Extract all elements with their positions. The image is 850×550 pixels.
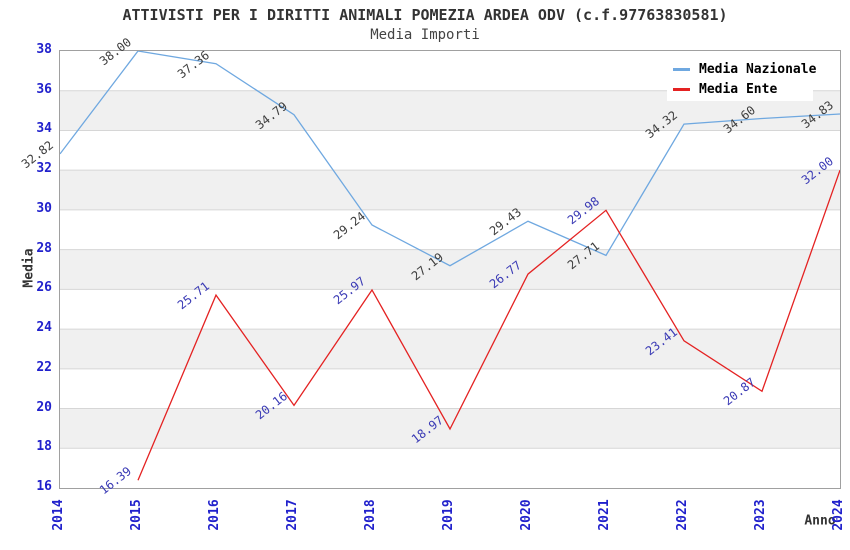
line-swatch-nazionale [673,67,690,71]
y-tick-label: 34 [36,121,52,137]
y-tick-label: 28 [36,240,52,256]
band-22 [60,329,840,369]
x-tick-label: 2024 [831,499,846,531]
x-tick-label: 2017 [285,499,300,531]
chart-title: ATTIVISTI PER I DIRITTI ANIMALI POMEZIA … [122,6,728,24]
x-tick-label: 2019 [441,499,456,531]
series-line-ente [137,169,840,481]
y-tick-label: 32 [36,161,52,177]
plot-svg [60,51,840,481]
legend: Media Nazionale Media Ente [667,55,817,101]
y-tick-label: 22 [36,359,52,375]
x-axis-title: Anno [804,513,836,529]
y-tick-label: 24 [36,320,52,336]
legend-label-nazionale: Media Nazionale [699,61,817,77]
line-swatch-ente [673,87,690,91]
x-tick-label: 2014 [51,499,66,531]
y-tick-label: 20 [36,399,52,415]
legend-label-ente: Media Ente [699,81,778,97]
y-tick-label: 16 [36,479,52,494]
x-tick-label: 2022 [675,499,690,531]
series-line-nazionale [60,51,840,267]
x-tick-label: 2018 [363,499,378,531]
band-26 [60,249,840,290]
chart-subtitle: Media Importi [370,27,480,43]
x-tick-label: 2015 [129,499,144,531]
x-tick-label: 2016 [207,499,222,531]
y-tick-label: 38 [36,42,52,57]
legend-item-media-nazionale: Media Nazionale [673,59,817,79]
band-30 [60,170,840,210]
y-tick-label: 36 [36,81,52,97]
y-tick-label: 30 [36,200,52,216]
y-tick-label: 26 [36,280,52,296]
x-tick-label: 2023 [753,499,768,531]
plot-area [59,50,841,489]
y-tick-label: 18 [36,439,52,455]
x-tick-label: 2021 [597,499,612,531]
legend-item-media-ente: Media Ente [673,79,813,99]
x-tick-label: 2020 [519,499,534,531]
